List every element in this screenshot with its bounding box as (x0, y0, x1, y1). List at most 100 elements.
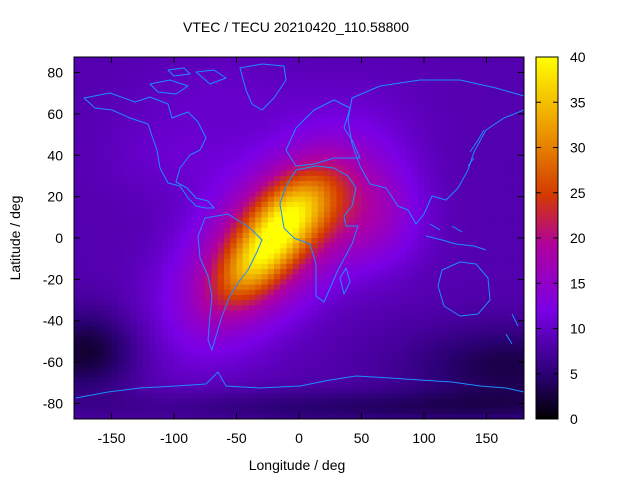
heatmap-cell (136, 108, 144, 115)
heatmap-cell (186, 336, 194, 342)
heatmap-cell (199, 315, 206, 322)
heatmap-cell (111, 320, 119, 327)
heatmap-cell (511, 372, 519, 379)
heatmap-cell (311, 124, 319, 130)
heatmap-cell (74, 175, 81, 182)
heatmap-cell (349, 232, 356, 239)
heatmap-cell (224, 320, 231, 327)
heatmap-cell (355, 377, 362, 384)
heatmap-cell (336, 57, 344, 63)
heatmap-cell (480, 160, 487, 166)
heatmap-cell (105, 77, 112, 84)
heatmap-cell (161, 206, 169, 213)
heatmap-cell (180, 289, 187, 296)
heatmap-cell (461, 67, 469, 73)
heatmap-cell (105, 315, 112, 322)
heatmap-cell (211, 387, 219, 394)
heatmap-cell (86, 387, 94, 394)
heatmap-cell (342, 356, 350, 363)
heatmap-cell (192, 155, 200, 161)
heatmap-cell (86, 113, 94, 120)
heatmap-cell (186, 325, 194, 332)
heatmap-cell (436, 310, 444, 316)
heatmap-cell (142, 300, 150, 306)
heatmap-cell (367, 253, 375, 260)
heatmap-cell (349, 331, 356, 337)
heatmap-cell (411, 103, 419, 110)
heatmap-cell (186, 310, 194, 316)
heatmap-cell (436, 119, 444, 125)
heatmap-cell (192, 393, 200, 399)
heatmap-cell (149, 408, 156, 415)
heatmap-cell (324, 403, 331, 410)
heatmap-cell (349, 227, 356, 234)
heatmap-cell (142, 408, 150, 415)
heatmap-cell (92, 320, 100, 327)
heatmap-cell (386, 150, 394, 156)
heatmap-cell (424, 165, 431, 172)
heatmap-cell (124, 170, 131, 177)
heatmap-cell (474, 372, 481, 379)
heatmap-cell (249, 315, 256, 322)
heatmap-cell (249, 186, 256, 192)
heatmap-cell (386, 393, 394, 399)
heatmap-cell (230, 160, 237, 166)
heatmap-cell (180, 88, 187, 94)
heatmap-cell (411, 341, 419, 347)
heatmap-cell (436, 124, 444, 130)
heatmap-cell (411, 356, 419, 363)
heatmap-cell (174, 119, 181, 125)
heatmap-cell (461, 305, 469, 311)
heatmap-cell (330, 393, 337, 399)
heatmap-cell (142, 175, 150, 182)
heatmap-cell (180, 372, 187, 379)
heatmap-cell (242, 206, 250, 213)
heatmap-cell (217, 372, 225, 379)
heatmap-cell (324, 88, 331, 94)
heatmap-cell (517, 150, 524, 156)
heatmap-cell (455, 186, 462, 192)
heatmap-cell (292, 258, 300, 265)
heatmap-cell (199, 93, 206, 99)
heatmap-cell (80, 279, 87, 285)
heatmap-cell (336, 300, 344, 306)
heatmap-cell (261, 408, 269, 415)
heatmap-cell (299, 227, 306, 234)
heatmap-cell (242, 341, 250, 347)
heatmap-cell (242, 310, 250, 316)
heatmap-cell (455, 274, 462, 280)
heatmap-cell (486, 191, 494, 198)
heatmap-cell (342, 77, 350, 84)
heatmap-cell (249, 191, 256, 198)
heatmap-cell (392, 181, 400, 187)
heatmap-cell (374, 362, 381, 368)
heatmap-cell (230, 206, 237, 213)
heatmap-cell (405, 372, 412, 379)
heatmap-cell (242, 119, 250, 125)
heatmap-cell (324, 331, 331, 337)
heatmap-cell (405, 212, 412, 218)
heatmap-cell (217, 393, 225, 399)
heatmap-cell (155, 289, 162, 296)
heatmap-cell (149, 320, 156, 327)
heatmap-cell (436, 62, 444, 68)
heatmap-cell (174, 403, 181, 410)
heatmap-cell (486, 129, 494, 135)
heatmap-cell (411, 88, 419, 94)
heatmap-cell (330, 398, 337, 404)
heatmap-cell (336, 201, 344, 208)
heatmap-cell (349, 398, 356, 404)
heatmap-cell (211, 310, 219, 316)
heatmap-cell (236, 393, 244, 399)
heatmap-cell (380, 77, 387, 84)
heatmap-cell (474, 134, 481, 141)
heatmap-cell (430, 191, 437, 198)
heatmap-cell (355, 103, 362, 110)
heatmap-cell (174, 232, 181, 239)
heatmap-cell (349, 372, 356, 379)
heatmap-cell (461, 382, 469, 389)
heatmap-cell (380, 305, 387, 311)
heatmap-cell (224, 67, 231, 73)
heatmap-cell (361, 253, 369, 260)
heatmap-cell (192, 263, 200, 270)
